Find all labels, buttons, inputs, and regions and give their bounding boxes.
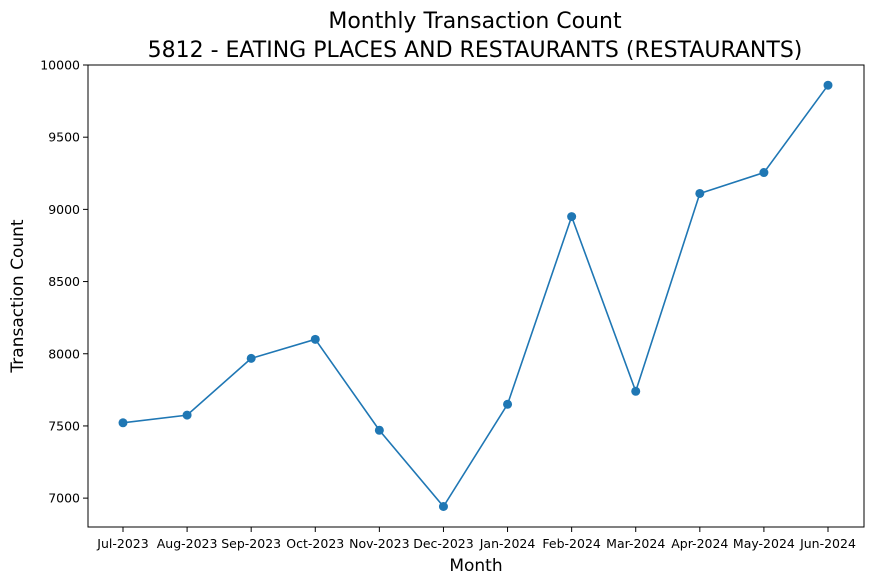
plot-area [87,64,865,528]
chart-title: Monthly Transaction Count [328,9,622,34]
data-point [759,168,769,178]
y-tick-label: 8500 [48,274,80,289]
x-tick-label: Aug-2023 [157,536,218,551]
x-tick-label: Jan-2024 [479,536,536,551]
series-line [122,84,829,508]
y-tick-label: 7000 [48,491,80,506]
x-axis-label: Month [449,556,502,576]
data-point [695,188,705,198]
data-point [246,353,256,363]
chart-subtitle: 5812 - EATING PLACES AND RESTAURANTS (RE… [148,38,803,63]
data-point [567,212,577,222]
data-point [310,334,320,344]
y-axis: 7000 7500 8000 8500 9000 9500 10000 [40,58,88,506]
y-tick-label: 9500 [48,130,80,145]
y-tick-label: 9000 [48,202,80,217]
data-point [823,80,833,90]
y-tick-label: 8000 [48,346,80,361]
x-tick-label: Sep-2023 [221,536,281,551]
y-tick-label: 7500 [48,418,80,433]
x-tick-label: Oct-2023 [286,536,344,551]
data-point [374,425,384,435]
data-points [118,80,833,511]
y-axis-label: Transaction Count [8,219,28,373]
x-tick-label: Jul-2023 [96,536,148,551]
x-tick-label: Jun-2024 [799,536,856,551]
data-point [503,399,513,409]
data-point [438,501,448,511]
x-tick-label: Mar-2024 [606,536,665,551]
x-tick-label: Apr-2024 [671,536,728,551]
data-point [631,386,641,396]
x-tick-label: May-2024 [733,536,795,551]
x-axis: Jul-2023 Aug-2023 Sep-2023 Oct-2023 Nov-2023… [96,527,856,551]
x-tick-label: Nov-2023 [349,536,409,551]
data-point [182,410,192,420]
x-tick-label: Dec-2023 [413,536,474,551]
x-tick-label: Feb-2024 [542,536,601,551]
data-point [118,418,128,428]
y-tick-label: 10000 [40,58,80,73]
